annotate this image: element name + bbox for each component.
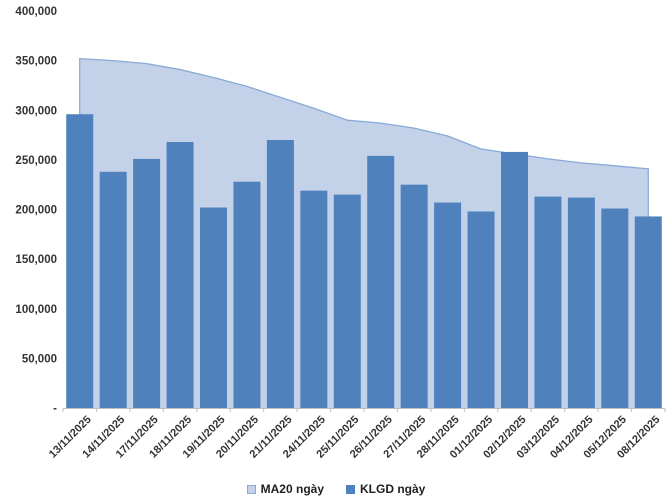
legend-swatch-ma20	[246, 484, 256, 494]
y-axis-label: 350,000	[15, 56, 57, 68]
legend-item-klgd: KLGD ngày	[346, 482, 425, 496]
legend-label-ma20: MA20 ngày	[260, 482, 324, 496]
chart-legend: MA20 ngày KLGD ngày	[0, 477, 672, 501]
volume-bar	[501, 151, 528, 408]
volume-bar	[601, 208, 629, 408]
y-axis-label: 150,000	[15, 254, 57, 266]
legend-swatch-klgd	[346, 484, 355, 494]
volume-bar	[634, 216, 662, 408]
volume-bar	[434, 202, 462, 408]
ma20-line	[79, 57, 649, 408]
volume-bar	[266, 140, 294, 408]
y-axis-label: 200,000	[15, 205, 57, 217]
y-axis-label: 400,000	[15, 6, 57, 18]
volume-bar	[400, 184, 428, 408]
volume-bar	[467, 211, 495, 408]
volume-bar	[200, 207, 227, 408]
legend-label-klgd: KLGD ngày	[360, 482, 426, 496]
volume-bar	[233, 181, 261, 408]
y-axis-label: 300,000	[15, 105, 57, 117]
ma20-area	[79, 58, 649, 408]
volume-bar	[534, 196, 562, 408]
volume-bar	[367, 155, 395, 408]
y-axis-label: 100,000	[15, 304, 57, 316]
y-axis-label: 250,000	[15, 155, 57, 167]
legend-item-ma20: MA20 ngày	[246, 482, 324, 496]
y-axis-label: 50,000	[22, 353, 57, 365]
y-axis-label: -	[53, 403, 57, 415]
volume-bar	[166, 142, 194, 408]
volume-bar	[333, 194, 361, 408]
chart-canvas: 400,000 350,000 300,000 250,000 200,000 150,0…	[15, 6, 666, 461]
volume-bar	[133, 158, 161, 408]
volume-bar	[567, 197, 595, 408]
volume-bar	[66, 114, 94, 408]
volume-bar	[300, 190, 328, 408]
volume-bar	[99, 171, 127, 408]
